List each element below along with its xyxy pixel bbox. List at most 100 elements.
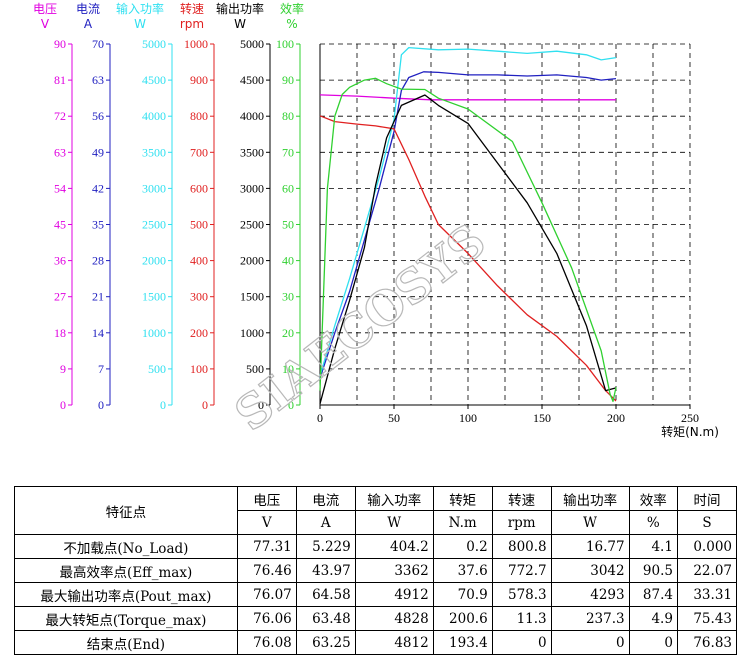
x-tick-label: 250: [681, 411, 699, 425]
row-label: 结束点(End): [14, 630, 238, 655]
cell-current: 63.25: [295, 630, 356, 655]
cell-voltage: 77.31: [236, 534, 297, 559]
cell-input-power: 4828: [354, 606, 434, 631]
y-tick-label: 2500: [240, 218, 264, 232]
y-axis-name-0: 电压: [33, 2, 57, 16]
y-tick-label: 2000: [240, 254, 264, 268]
y-tick-label: 1000: [142, 326, 166, 340]
unit-speed: rpm: [491, 510, 552, 535]
y-tick-label: 300: [190, 290, 208, 304]
table-row: 最大转矩点(Torque_max) 76.06 63.48 4828 200.6…: [14, 606, 738, 631]
cell-efficiency: 4.1: [628, 534, 678, 559]
unit-voltage: V: [236, 510, 297, 535]
header-efficiency: 效率: [628, 486, 678, 511]
y-tick-label: 14: [92, 326, 104, 340]
y-tick-label: 0: [288, 398, 294, 412]
cell-speed: 772.7: [491, 558, 552, 583]
y-tick-label: 90: [54, 37, 66, 51]
unit-output-power: W: [550, 510, 630, 535]
cell-output-power: 16.77: [550, 534, 630, 559]
y-tick-label: 5000: [240, 37, 264, 51]
y-tick-label: 0: [202, 398, 208, 412]
y-tick-label: 700: [190, 145, 208, 159]
y-tick-label: 100: [276, 37, 294, 51]
cell-output-power: 0: [550, 630, 630, 655]
header-voltage: 电压: [236, 486, 297, 511]
y-tick-label: 1000: [184, 37, 208, 51]
y-tick-label: 54: [54, 181, 66, 195]
cell-speed: 0: [491, 630, 552, 655]
cell-voltage: 76.07: [236, 582, 297, 607]
x-tick-label: 150: [533, 411, 551, 425]
y-tick-label: 900: [190, 73, 208, 87]
y-tick-label: 72: [54, 109, 66, 123]
cell-output-power: 4293: [550, 582, 630, 607]
y-tick-label: 9: [60, 362, 66, 376]
cell-torque: 0.2: [432, 534, 493, 559]
cell-time: 76.83: [676, 630, 738, 655]
y-tick-label: 27: [54, 290, 66, 304]
cell-efficiency: 90.5: [628, 558, 678, 583]
cell-speed: 800.8: [491, 534, 552, 559]
y-tick-label: 2500: [142, 218, 166, 232]
cell-output-power: 237.3: [550, 606, 630, 631]
series-line-3: [319, 115, 617, 402]
chart-area: 电压V 0 9 18 27 36 45 54 63 72 81 90 电流A 0 7 14 21 28 35 42 49…: [33, 1, 719, 442]
header-time: 时间: [676, 486, 738, 511]
unit-torque: N.m: [432, 510, 493, 535]
y-tick-label: 35: [92, 218, 104, 232]
series-line-2: [319, 46, 617, 376]
series-line-4: [319, 94, 617, 404]
table-row: 结束点(End) 76.08 63.25 4812 193.4 0 0 0 76…: [14, 630, 738, 655]
y-tick-label: 63: [54, 145, 66, 159]
y-tick-label: 70: [282, 145, 294, 159]
y-tick-label: 200: [190, 326, 208, 340]
cell-output-power: 3042: [550, 558, 630, 583]
y-tick-label: 1000: [240, 326, 264, 340]
cell-efficiency: 4.9: [628, 606, 678, 631]
y-tick-label: 49: [92, 145, 104, 159]
y-tick-label: 0: [60, 398, 66, 412]
y-tick-label: 90: [282, 73, 294, 87]
y-tick-label: 7: [98, 362, 104, 376]
y-tick-label: 80: [282, 109, 294, 123]
series-line-1: [319, 71, 617, 379]
y-tick-label: 4000: [240, 109, 264, 123]
row-label: 最大转矩点(Torque_max): [14, 606, 238, 631]
y-axis-name-5: 效率: [280, 1, 304, 16]
y-tick-label: 2000: [142, 254, 166, 268]
cell-current: 5.229: [295, 534, 356, 559]
y-tick-label: 70: [92, 37, 104, 51]
y-tick-label: 56: [92, 109, 104, 123]
feature-points-table: 特征点 电压 电流 输入功率 转矩 转速 输出功率 效率 时间 V A W N.…: [14, 486, 738, 655]
y-tick-label: 0: [98, 398, 104, 412]
y-axis-unit-3: rpm: [180, 17, 204, 31]
y-tick-label: 63: [92, 73, 104, 87]
y-axis-name-1: 电流: [76, 2, 100, 16]
cell-torque: 200.6: [432, 606, 493, 631]
cell-torque: 193.4: [432, 630, 493, 655]
cell-time: 22.07: [676, 558, 738, 583]
table-row: 最高效率点(Eff_max) 76.46 43.97 3362 37.6 772…: [14, 558, 738, 583]
y-tick-label: 18: [54, 326, 66, 340]
watermark-text: SIAECOSYS: [225, 213, 496, 441]
cell-efficiency: 87.4: [628, 582, 678, 607]
row-label: 最高效率点(Eff_max): [14, 558, 238, 583]
cell-input-power: 404.2: [354, 534, 434, 559]
header-feature-point: 特征点: [14, 486, 238, 535]
y-tick-label: 800: [190, 109, 208, 123]
y-tick-label: 600: [190, 181, 208, 195]
cell-voltage: 76.06: [236, 606, 297, 631]
y-tick-label: 500: [246, 362, 264, 376]
header-torque: 转矩: [432, 486, 493, 511]
x-tick-label: 200: [607, 411, 625, 425]
y-axis-unit-4: W: [234, 17, 246, 31]
cell-current: 43.97: [295, 558, 356, 583]
cell-time: 33.31: [676, 582, 738, 607]
cell-input-power: 3362: [354, 558, 434, 583]
table-row: 不加载点(No_Load) 77.31 5.229 404.2 0.2 800.…: [14, 534, 738, 559]
cell-voltage: 76.08: [236, 630, 297, 655]
y-tick-label: 1500: [240, 290, 264, 304]
y-tick-label: 5000: [142, 37, 166, 51]
y-tick-label: 20: [282, 326, 294, 340]
